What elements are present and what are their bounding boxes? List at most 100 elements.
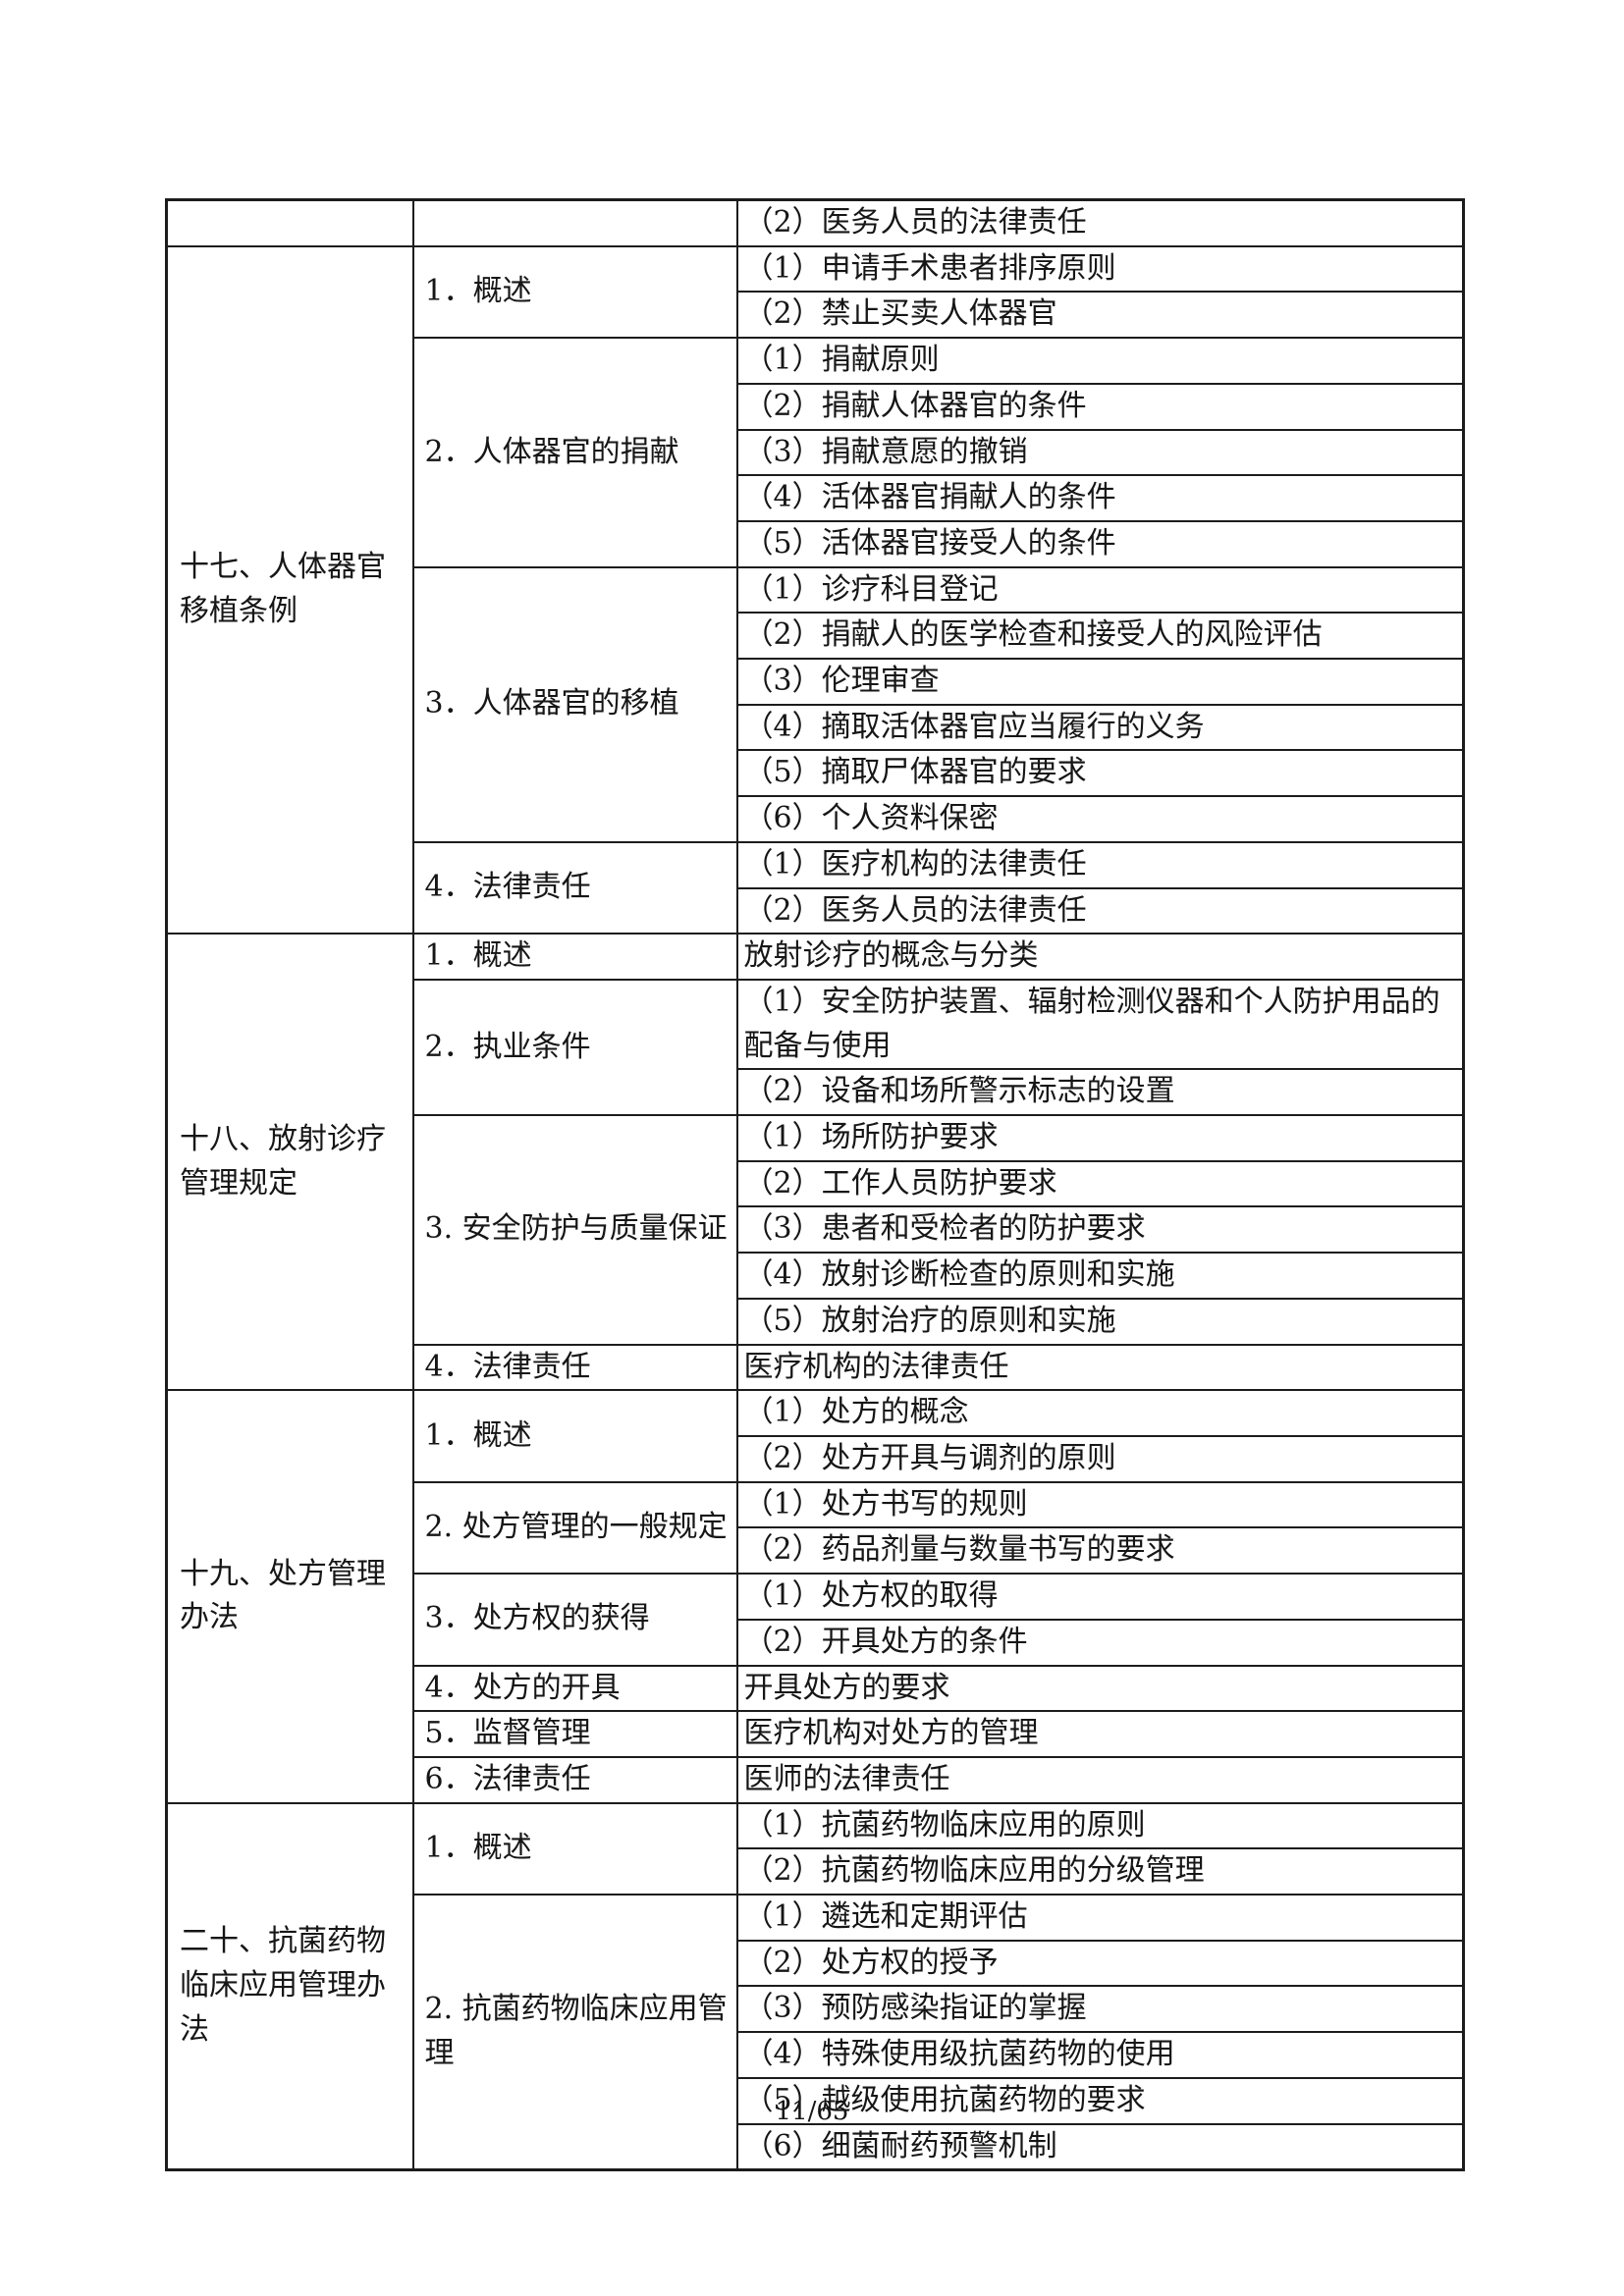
group-label-cell: 5．监督管理 [411, 1710, 738, 1758]
group-label-cell: 4．法律责任 [411, 1343, 738, 1392]
group-label-cell: 2．执业条件 [411, 978, 738, 1117]
group-label-cell: 3．人体器官的移植 [411, 565, 738, 843]
item-cell: （2）处方开具与调剂的原则 [735, 1434, 1465, 1483]
table-row: 十七、人体器官移植条例 1．概述 （1）申请手术患者排序原则 [165, 244, 1465, 935]
group-label-cell: 1．概述 [411, 933, 738, 981]
table-row: 二十、抗菌药物临床应用管理办法 1．概述 （1）抗菌药物临床应用的原则 [165, 1801, 1465, 2171]
empty-group-cell [411, 198, 738, 247]
item-cell: 医疗机构的法律责任 [735, 1343, 1465, 1392]
table-row: 3. 安全防护与质量保证 （1）场所防护要求 [167, 1114, 1465, 1346]
item-cell: （5）放射治疗的原则和实施 [735, 1297, 1465, 1346]
item-cell: （1）遴选和定期评估 [735, 1894, 1465, 1942]
table-row: 4．法律责任 医疗机构的法律责任 [167, 1343, 1465, 1392]
item-cell: （1）处方书写的规则 [735, 1480, 1465, 1529]
item-cell: （2）工作人员防护要求 [735, 1159, 1465, 1208]
table-row: （2）捐献人体器官的条件 [167, 382, 1465, 431]
table-row: （2）工作人员防护要求 [167, 1159, 1465, 1208]
table-row: 2. 处方管理的一般规定 （1）处方书写的规则 [167, 1480, 1465, 1575]
group-label-cell: 1．概述 [411, 1389, 738, 1483]
table-row: （2）禁止买卖人体器官 [167, 291, 1465, 340]
table-row: 5．监督管理 医疗机构对处方的管理 [167, 1710, 1465, 1758]
empty-section-cell [165, 198, 414, 247]
item-cell: 放射诊疗的概念与分类 [735, 933, 1465, 981]
group-label-cell: 1．概述 [411, 1801, 738, 1896]
item-cell: （1）抗菌药物临床应用的原则 [735, 1801, 1465, 1850]
item-cell: （1）处方的概念 [735, 1389, 1465, 1437]
item-cell: （6）个人资料保密 [735, 795, 1465, 843]
group-label-cell: 2. 抗菌药物临床应用管理 [411, 1894, 738, 2171]
table-row: （2）处方开具与调剂的原则 [167, 1434, 1465, 1483]
table-row: 3．处方权的获得 （1）处方权的取得 [167, 1573, 1465, 1667]
item-cell: （3）预防感染指证的掌握 [735, 1985, 1465, 2034]
group-label-cell: 2. 处方管理的一般规定 [411, 1480, 738, 1575]
item-cell: （5）摘取尸体器官的要求 [735, 749, 1465, 798]
table-row: （2）开具处方的条件 [167, 1618, 1465, 1667]
table-row: （2）医务人员的法律责任 [165, 198, 1465, 247]
table-row: （3）伦理审查 [167, 658, 1465, 706]
item-cell: （2）医务人员的法律责任 [735, 886, 1465, 935]
table-row: （5）越级使用抗菌药物的要求 [167, 2076, 1465, 2125]
item-cell: 医疗机构对处方的管理 [735, 1710, 1465, 1758]
group-label-cell: 2．人体器官的捐献 [411, 337, 738, 568]
item-cell: （2）捐献人体器官的条件 [735, 382, 1465, 431]
table-row: （5）活体器官接受人的条件 [167, 519, 1465, 568]
table-row: 2．执业条件 （1）安全防护装置、辐射检测仪器和个人防护用品的配备与使用 [167, 978, 1465, 1117]
table-row: （3）预防感染指证的掌握 [167, 1985, 1465, 2034]
item-cell: （3）捐献意愿的撤销 [735, 428, 1465, 477]
item-cell: （1）捐献原则 [735, 337, 1465, 385]
item-cell: （2）抗菌药物临床应用的分级管理 [735, 1847, 1465, 1896]
section-title-cell: 二十、抗菌药物临床应用管理办法 [165, 1801, 414, 2171]
table-row: 4．处方的开具 开具处方的要求 [167, 1664, 1465, 1713]
table-row: （4）活体器官捐献人的条件 [167, 474, 1465, 522]
item-cell: （1）医疗机构的法律责任 [735, 840, 1465, 889]
section-title-cell: 十九、处方管理办法 [165, 1389, 414, 1804]
group-label-cell: 3．处方权的获得 [411, 1573, 738, 1667]
table-row: （2）捐献人的医学检查和接受人的风险评估 [167, 612, 1465, 661]
group-label-cell: 1．概述 [411, 244, 738, 340]
table-row: （2）药品剂量与数量书写的要求 [167, 1526, 1465, 1575]
group-label-cell: 4．处方的开具 [411, 1664, 738, 1713]
item-cell: （3）患者和受检者的防护要求 [735, 1205, 1465, 1255]
item-cell: （3）伦理审查 [735, 658, 1465, 706]
table-row: （4）摘取活体器官应当履行的义务 [167, 703, 1465, 752]
table-row: （6）细菌耐药预警机制 [167, 2122, 1465, 2171]
item-cell: （4）活体器官捐献人的条件 [735, 474, 1465, 522]
table-row: （2）医务人员的法律责任 [167, 886, 1465, 935]
item-cell: 开具处方的要求 [735, 1664, 1465, 1713]
table-row: （5）摘取尸体器官的要求 [167, 749, 1465, 798]
item-cell: （2）捐献人的医学检查和接受人的风险评估 [735, 612, 1465, 661]
item-cell: （1）安全防护装置、辐射检测仪器和个人防护用品的配备与使用 [735, 978, 1465, 1071]
group-label-cell: 3. 安全防护与质量保证 [411, 1114, 738, 1346]
table-row: （6）个人资料保密 [167, 795, 1465, 843]
table-row: （2）处方权的授予 [167, 1939, 1465, 1988]
syllabus-table: （2）医务人员的法律责任 十七、人体器官移植条例 1．概述 （1）申请手术患者排序原则… [165, 198, 1465, 2172]
item-cell: （2）药品剂量与数量书写的要求 [735, 1526, 1465, 1575]
item-cell: （1）诊疗科目登记 [735, 565, 1465, 614]
table-row: 十九、处方管理办法 1．概述 （1）处方的概念 [165, 1389, 1465, 1804]
group-label-cell: 4．法律责任 [411, 840, 738, 935]
item-cell: （4）放射诊断检查的原则和实施 [735, 1252, 1465, 1300]
item-cell: （2）医务人员的法律责任 [735, 198, 1465, 247]
item-cell: （2）开具处方的条件 [735, 1618, 1465, 1667]
table-row: （4）放射诊断检查的原则和实施 [167, 1252, 1465, 1300]
section-title-cell: 十八、放射诊疗管理规定 [165, 933, 414, 1392]
table-row: 6．法律责任 医师的法律责任 [167, 1755, 1465, 1804]
table-row: 十八、放射诊疗管理规定 1．概述 放射诊疗的概念与分类 [165, 933, 1465, 1392]
item-cell: （1）申请手术患者排序原则 [735, 244, 1465, 294]
item-cell: （1）处方权的取得 [735, 1573, 1465, 1621]
item-cell: （5）活体器官接受人的条件 [735, 519, 1465, 568]
item-cell: （5）越级使用抗菌药物的要求 [735, 2076, 1465, 2125]
item-cell: （4）特殊使用级抗菌药物的使用 [735, 2031, 1465, 2079]
table-row: （2）设备和场所警示标志的设置 [167, 1068, 1465, 1117]
table-row: 3．人体器官的移植 （1）诊疗科目登记 [167, 565, 1465, 843]
table-row: （3）捐献意愿的撤销 [167, 428, 1465, 477]
table-row: 2. 抗菌药物临床应用管理 （1）遴选和定期评估 [167, 1894, 1465, 2171]
item-cell: （2）设备和场所警示标志的设置 [735, 1068, 1465, 1117]
table-row: （3）患者和受检者的防护要求 [167, 1205, 1465, 1255]
syllabus-table-body: （2）医务人员的法律责任 十七、人体器官移植条例 1．概述 （1）申请手术患者排序原则… [165, 198, 1465, 2171]
table-row: 4．法律责任 （1）医疗机构的法律责任 [167, 840, 1465, 935]
table-row: （2）抗菌药物临床应用的分级管理 [167, 1847, 1465, 1896]
item-cell: （4）摘取活体器官应当履行的义务 [735, 703, 1465, 752]
item-cell: （2）处方权的授予 [735, 1939, 1465, 1988]
